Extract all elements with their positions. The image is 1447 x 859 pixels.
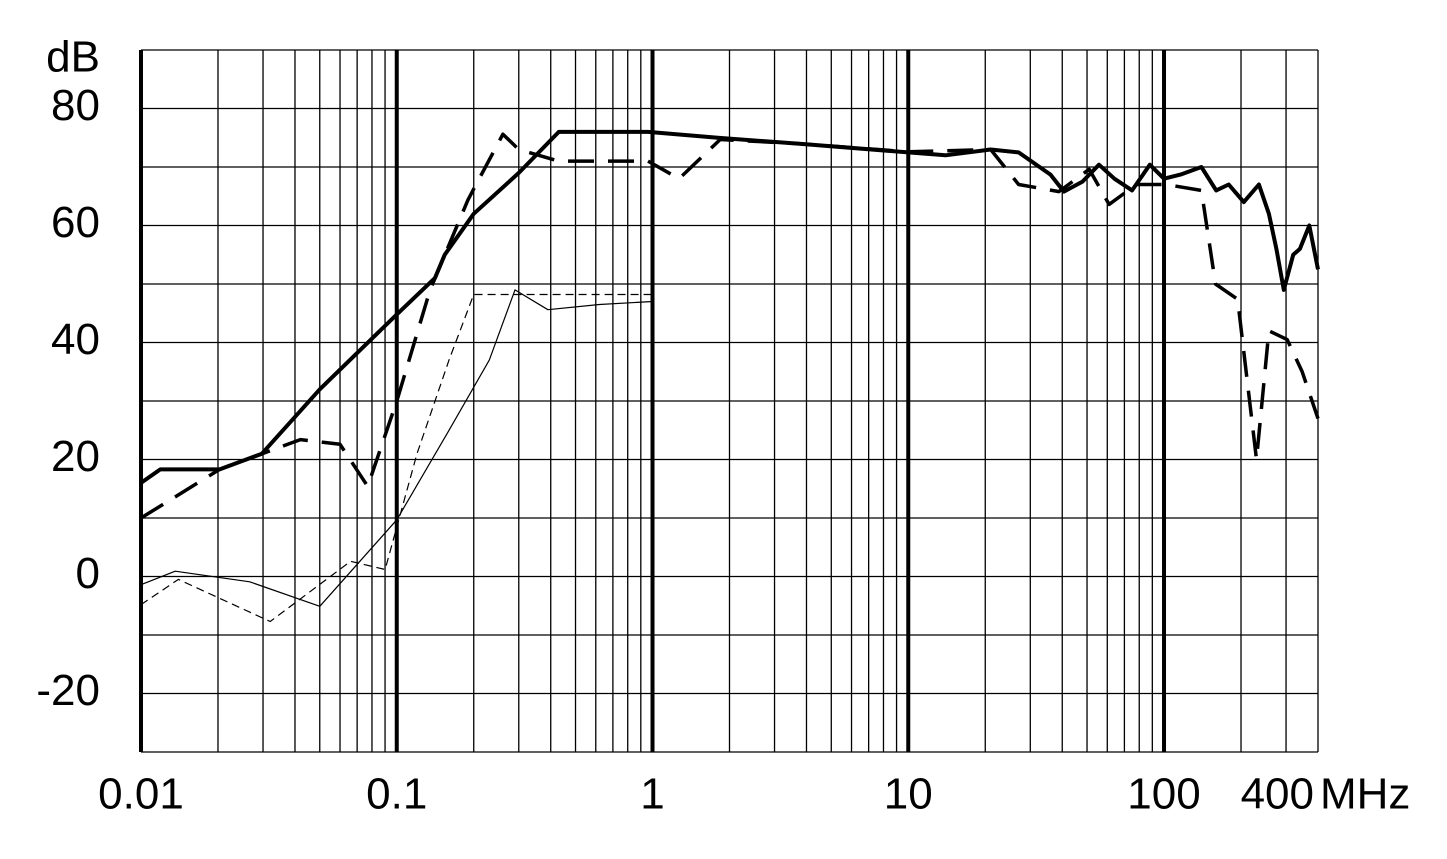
x-tick-label: 400 [1241,770,1314,819]
x-tick-label: 100 [1127,770,1200,819]
data-line [140,293,653,623]
y-tick-label: 60 [51,198,100,247]
y-tick-label: 20 [51,432,100,481]
y-tick-label: 40 [51,315,100,364]
x-tick-label: 1 [640,770,664,819]
x-tick-label: 10 [884,770,933,819]
y-axis-label: dB [46,33,100,82]
y-tick-label: 80 [51,81,100,130]
y-tick-label: -20 [36,666,100,715]
data-line [140,132,1320,520]
data-line [140,289,653,607]
y-tick-label: 0 [76,549,100,598]
x-tick-label: 0.01 [98,770,184,819]
x-tick-label: 0.1 [366,770,427,819]
x-axis-label: MHz [1320,770,1410,819]
